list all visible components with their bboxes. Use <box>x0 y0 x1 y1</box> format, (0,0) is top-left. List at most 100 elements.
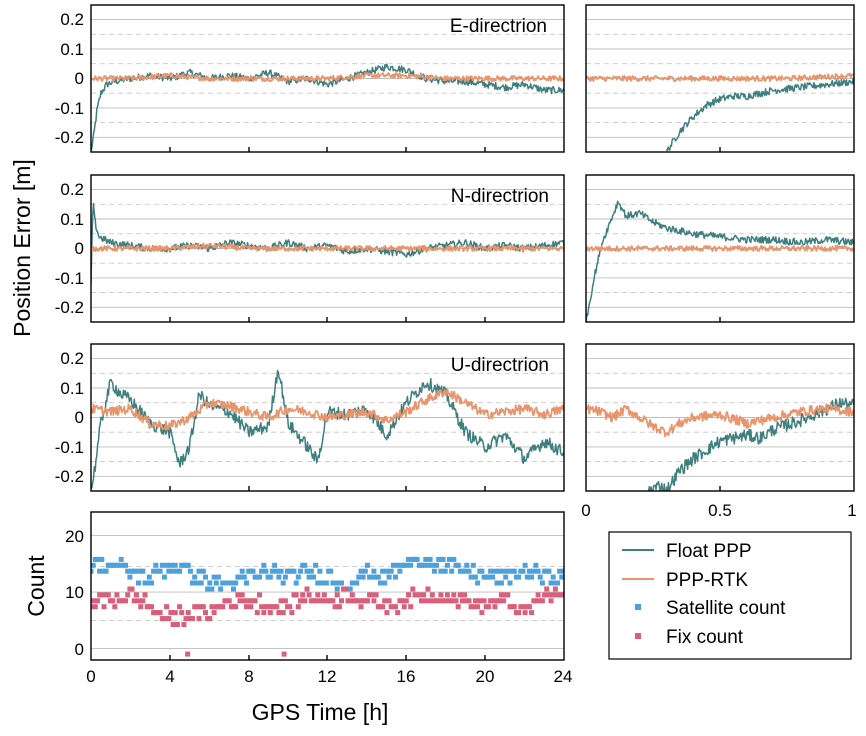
panel-n-main-grid <box>91 189 564 308</box>
marker-satellite-count-0-174 <box>464 562 470 568</box>
zoom-xtick-1: 1 <box>847 501 856 520</box>
marker-satellite-count-0-60 <box>218 586 224 592</box>
marker-satellite-count-0-188 <box>494 580 500 586</box>
marker-fix-count-1-56 <box>209 604 215 610</box>
panel-n-zoom-series <box>586 200 854 322</box>
marker-fix-count-1-41 <box>177 604 183 610</box>
marker-satellite-count-0-32 <box>157 568 163 574</box>
marker-fix-count-1-125 <box>358 604 364 610</box>
marker-fix-count-1-187 <box>492 604 498 610</box>
marker-fix-count-1-61 <box>220 604 226 610</box>
marker-satellite-count-0-51 <box>198 580 204 586</box>
marker-satellite-count-0-194 <box>507 580 513 586</box>
marker-satellite-count-0-219 <box>561 568 564 574</box>
panel-n-yticks: 0.2 0.1 0 -0.1 -0.2 <box>55 180 84 317</box>
marker-fix-count-1-50 <box>196 616 202 622</box>
panel-count-frame <box>90 511 565 661</box>
marker-fix-count-1-42 <box>179 610 185 616</box>
marker-fix-count-1-38 <box>170 622 176 627</box>
time-xtick-8: 8 <box>244 667 253 686</box>
marker-fix-count-1-171 <box>457 592 463 598</box>
marker-satellite-count-0-116 <box>339 580 344 586</box>
marker-satellite-count-0-206 <box>533 562 539 568</box>
marker-fix-count-1-25 <box>142 592 148 598</box>
panel-e-label: E-directrion <box>450 16 547 37</box>
marker-satellite-count-0-123 <box>354 580 360 586</box>
marker-fix-count-1-108 <box>321 592 327 598</box>
marker-satellite-count-0-173 <box>462 568 468 574</box>
marker-satellite-count-0-157 <box>427 556 433 562</box>
marker-satellite-count-0-53 <box>203 574 208 580</box>
marker-fix-count-1-153 <box>419 598 424 604</box>
marker-fix-count-1-6 <box>101 604 107 610</box>
marker-satellite-count-0-196 <box>511 568 517 574</box>
marker-satellite-count-0-156 <box>425 562 431 568</box>
marker-satellite-count-0-87 <box>276 574 282 580</box>
marker-satellite-count-0-72 <box>244 580 249 586</box>
panel-n-main: N-directrion 0.2 0.1 0 -0.1 -0.2 <box>55 174 565 323</box>
marker-satellite-count-0-22 <box>136 580 141 586</box>
marker-satellite-count-0-135 <box>380 568 386 574</box>
marker-fix-count-1-80 <box>261 610 267 616</box>
marker-fix-count-1-11 <box>112 604 118 610</box>
marker-satellite-count-0-33 <box>159 562 165 568</box>
marker-fix-count-1-152 <box>416 592 422 598</box>
marker-fix-count-1-64 <box>226 598 232 604</box>
marker-satellite-count-0-193 <box>505 568 511 574</box>
marker-satellite-count-0-208 <box>537 574 543 580</box>
marker-fix-count-1-17 <box>125 592 131 598</box>
marker-fix-count-1-114 <box>334 592 340 598</box>
marker-fix-count-1-8 <box>105 592 111 598</box>
marker-fix-count-1-173 <box>462 592 468 598</box>
ytick-n-0: 0 <box>75 239 84 258</box>
marker-fix-count-1-168 <box>451 592 457 598</box>
marker-satellite-count-0-114 <box>334 586 340 592</box>
marker-fix-count-1-138 <box>386 598 392 604</box>
count-ytick-20: 20 <box>65 527 84 546</box>
marker-satellite-count-0-88 <box>278 568 284 574</box>
series-line-ppp-rtk-e-direction-full-day <box>91 72 564 82</box>
marker-satellite-count-0-162 <box>438 568 444 574</box>
marker-satellite-count-0-70 <box>239 568 245 574</box>
marker-satellite-count-0-175 <box>466 568 472 574</box>
marker-fix-count-1-19 <box>129 586 135 592</box>
marker-satellite-count-0-137 <box>384 568 390 574</box>
marker-satellite-count-0-54 <box>205 586 211 592</box>
marker-satellite-count-0-67 <box>233 580 239 586</box>
marker-fix-count-1-89 <box>280 610 286 616</box>
marker-satellite-count-0-84 <box>269 568 275 574</box>
marker-fix-count-1-147 <box>406 592 411 598</box>
marker-fix-count-1-180 <box>477 598 483 604</box>
marker-satellite-count-0-185 <box>488 568 494 574</box>
marker-satellite-count-0-190 <box>498 580 504 586</box>
marker-satellite-count-0-159 <box>431 568 437 574</box>
marker-fix-count-1-55 <box>207 616 213 622</box>
marker-fix-count-1-124 <box>356 598 362 604</box>
marker-satellite-count-0-191 <box>501 568 506 574</box>
time-xtick-20: 20 <box>476 667 495 686</box>
marker-fix-count-1-115 <box>336 604 342 610</box>
marker-satellite-count-0-30 <box>153 562 159 568</box>
ytick-u-0.2: 0.2 <box>60 349 84 368</box>
panel-n-main-xticks <box>169 317 486 322</box>
marker-fix-count-1-186 <box>490 598 496 604</box>
marker-satellite-count-0-96 <box>295 574 301 580</box>
marker-fix-count-1-71 <box>241 598 247 604</box>
marker-fix-count-1-144 <box>399 598 405 604</box>
marker-fix-count-1-16 <box>123 598 129 604</box>
marker-satellite-count-0-78 <box>257 574 262 580</box>
marker-satellite-count-0-89 <box>280 580 286 586</box>
legend-item-fix-count: Fix count <box>635 627 744 648</box>
ytick-u-0.1: 0.1 <box>60 379 84 398</box>
marker-fix-count-1-68 <box>235 592 241 598</box>
marker-satellite-count-0-136 <box>382 580 388 586</box>
marker-satellite-count-0-154 <box>421 562 427 568</box>
marker-fix-count-1-45 <box>185 610 191 616</box>
marker-fix-count-1-20 <box>131 598 137 604</box>
marker-satellite-count-0-111 <box>328 568 334 574</box>
marker-fix-count-1-157 <box>427 598 433 604</box>
marker-fix-count-1-37 <box>168 610 174 616</box>
marker-fix-count-1-131 <box>371 598 377 604</box>
marker-satellite-count-0-170 <box>455 562 461 568</box>
marker-satellite-count-0-181 <box>479 568 485 574</box>
